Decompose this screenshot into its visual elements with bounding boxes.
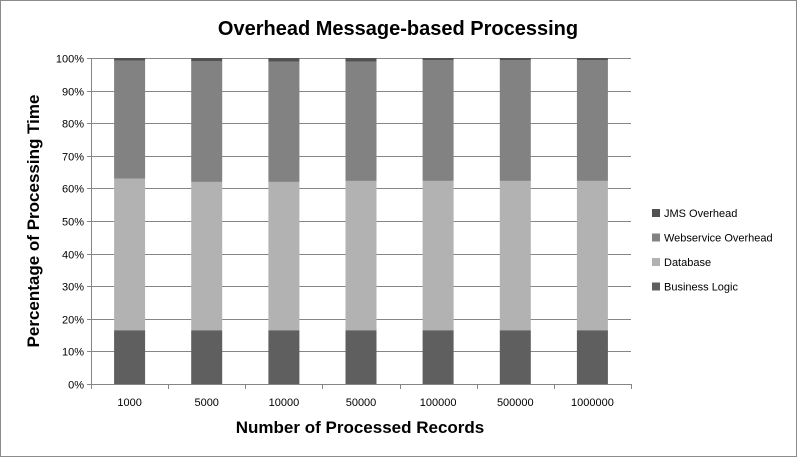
bar-segment-webservice-overhead xyxy=(268,61,300,182)
y-tick-label: 80% xyxy=(62,119,84,131)
legend-swatch xyxy=(652,209,660,217)
x-tick-label: 500000 xyxy=(497,397,534,409)
x-tick-label: 5000 xyxy=(194,397,218,409)
legend-swatch xyxy=(652,282,660,291)
bar-segment-database xyxy=(345,180,377,331)
legend-swatch xyxy=(652,233,660,242)
bar-segment-jms-overhead xyxy=(191,58,223,62)
legend-swatch xyxy=(652,258,660,266)
y-tick-label: 70% xyxy=(62,152,84,164)
legend: JMS Overhead Webservice Overhead Database B… xyxy=(652,208,773,294)
y-tick-label: 90% xyxy=(62,87,84,99)
bar-segment-jms-overhead xyxy=(268,58,300,62)
bar-segment-jms-overhead xyxy=(422,58,454,60)
y-tick-label: 30% xyxy=(62,282,84,294)
y-axis-title: Percentage of Processing Time xyxy=(24,95,43,348)
bar-segment-business-logic xyxy=(191,330,223,384)
bar-segment-database xyxy=(114,178,146,331)
bar-segment-database xyxy=(499,180,531,331)
bar-segment-database xyxy=(422,180,454,331)
legend-label: Database xyxy=(664,257,711,269)
bar-segment-database xyxy=(268,181,300,331)
bar-segment-webservice-overhead xyxy=(191,61,223,182)
bar-segment-webservice-overhead xyxy=(114,60,146,179)
y-tick-label: 60% xyxy=(62,184,84,196)
bar-segment-webservice-overhead xyxy=(422,60,454,181)
bar-segment-business-logic xyxy=(114,330,146,384)
legend-label: Business Logic xyxy=(664,282,738,294)
bar-segment-webservice-overhead xyxy=(576,60,608,181)
bar-segment-database xyxy=(191,181,223,331)
y-tick-label: 100% xyxy=(56,54,84,66)
bar-segment-business-logic xyxy=(268,330,300,384)
bar-segment-database xyxy=(576,180,608,331)
bar-segment-business-logic xyxy=(345,330,377,384)
x-tick-label: 50000 xyxy=(346,397,377,409)
bar-segment-jms-overhead xyxy=(499,58,531,60)
y-tick-label: 0% xyxy=(68,380,84,392)
bar-segment-jms-overhead xyxy=(114,58,146,61)
bar-segment-webservice-overhead xyxy=(499,60,531,181)
x-axis-title: Number of Processed Records xyxy=(236,418,484,437)
legend-label: Webservice Overhead xyxy=(664,233,773,245)
bar-segment-business-logic xyxy=(499,330,531,384)
bar-segment-jms-overhead xyxy=(345,58,377,62)
bar-segment-business-logic xyxy=(422,330,454,384)
x-tick-label: 10000 xyxy=(269,397,300,409)
legend-label: JMS Overhead xyxy=(664,208,737,220)
y-tick-label: 20% xyxy=(62,315,84,327)
axes xyxy=(91,58,632,389)
bars xyxy=(114,58,608,384)
y-tick-label: 50% xyxy=(62,217,84,229)
chart-title: Overhead Message-based Processing xyxy=(218,18,578,40)
y-tick-label: 40% xyxy=(62,250,84,262)
bar-segment-business-logic xyxy=(576,330,608,384)
y-tick-labels: 0% 10% 20% 30% 40% 50% 60% 70% 80% 90% 100% xyxy=(56,54,84,392)
bar-segment-jms-overhead xyxy=(576,58,608,60)
x-tick-labels: 1000 5000 10000 50000 100000 500000 1000000 xyxy=(117,397,613,409)
x-tick-label: 1000000 xyxy=(571,397,614,409)
x-tick-label: 100000 xyxy=(420,397,457,409)
y-tick-label: 10% xyxy=(62,347,84,359)
x-tick-label: 1000 xyxy=(117,397,141,409)
bar-segment-webservice-overhead xyxy=(345,61,377,181)
